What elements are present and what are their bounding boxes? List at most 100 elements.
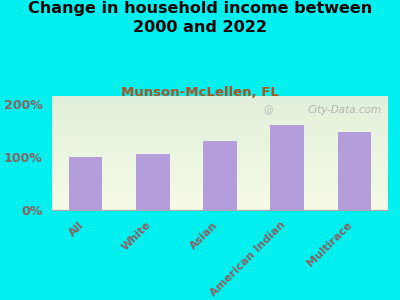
Bar (52, 145, 388, 146)
Bar (52, 198, 388, 199)
Bar (203, 141, 237, 210)
Bar (52, 154, 388, 155)
Bar (52, 173, 388, 174)
Bar (52, 195, 388, 196)
Bar (52, 98, 388, 99)
Bar (52, 116, 388, 117)
Bar (52, 110, 388, 111)
Bar (52, 121, 388, 122)
Bar (52, 130, 388, 131)
Bar (52, 129, 388, 130)
Bar (52, 148, 388, 149)
Bar (52, 147, 388, 148)
Bar (52, 96, 388, 97)
Bar (52, 135, 388, 136)
Bar (52, 202, 388, 203)
Bar (52, 189, 388, 190)
Bar (52, 118, 388, 119)
Bar (52, 100, 388, 101)
Bar (52, 159, 388, 160)
Bar (52, 192, 388, 193)
Bar (52, 157, 388, 158)
Bar (136, 154, 170, 210)
Bar (52, 134, 388, 135)
Bar (52, 178, 388, 179)
Bar (52, 191, 388, 192)
Bar (52, 150, 388, 151)
Bar (52, 143, 388, 144)
Bar (52, 120, 388, 121)
Bar (52, 208, 388, 209)
Bar (52, 149, 388, 150)
Bar (52, 109, 388, 110)
Bar (52, 204, 388, 205)
Bar (52, 182, 388, 183)
Bar (52, 177, 388, 178)
Bar (52, 162, 388, 163)
Bar (52, 186, 388, 187)
Bar (52, 172, 388, 173)
Bar (52, 203, 388, 204)
Bar (52, 190, 388, 191)
Bar (52, 111, 388, 112)
Bar (52, 107, 388, 108)
Bar (52, 170, 388, 171)
Bar (52, 108, 388, 109)
Bar (52, 133, 388, 134)
Bar (52, 101, 388, 102)
Text: Munson-McLellen, FL: Munson-McLellen, FL (121, 85, 279, 98)
Bar (52, 128, 388, 129)
Bar (52, 126, 388, 127)
Bar (52, 155, 388, 156)
Bar (52, 151, 388, 152)
Bar (52, 185, 388, 186)
Bar (52, 114, 388, 115)
Bar (52, 104, 388, 105)
Bar (52, 197, 388, 198)
Bar (52, 168, 388, 169)
Bar (52, 131, 388, 132)
Bar (52, 141, 388, 142)
Bar (52, 125, 388, 126)
Text: City-Data.com: City-Data.com (307, 105, 381, 115)
Bar (52, 113, 388, 114)
Bar (52, 176, 388, 177)
Bar (52, 158, 388, 159)
Bar (69, 157, 102, 210)
Bar (52, 180, 388, 181)
Text: Change in household income between
2000 and 2022: Change in household income between 2000 … (28, 2, 372, 35)
Bar (52, 103, 388, 104)
Text: @: @ (264, 105, 273, 115)
Bar (52, 169, 388, 170)
Bar (52, 184, 388, 185)
Bar (52, 200, 388, 201)
Bar (52, 167, 388, 168)
Bar (52, 106, 388, 107)
Bar (52, 105, 388, 106)
Bar (52, 188, 388, 189)
Bar (52, 193, 388, 194)
Bar (52, 122, 388, 123)
Bar (52, 115, 388, 116)
Bar (52, 199, 388, 200)
Bar (52, 163, 388, 164)
Bar (52, 183, 388, 184)
Bar (52, 138, 388, 139)
Bar (52, 99, 388, 100)
Bar (52, 132, 388, 133)
Bar (52, 137, 388, 138)
Bar (52, 209, 388, 210)
Bar (52, 181, 388, 182)
Bar (52, 194, 388, 195)
Bar (52, 127, 388, 128)
Bar (52, 119, 388, 120)
Bar (52, 201, 388, 202)
Bar (52, 117, 388, 118)
Bar (52, 161, 388, 162)
Bar (52, 142, 388, 143)
Bar (52, 205, 388, 206)
Bar (52, 139, 388, 140)
Bar (52, 146, 388, 147)
Bar (338, 131, 371, 210)
Bar (52, 165, 388, 166)
